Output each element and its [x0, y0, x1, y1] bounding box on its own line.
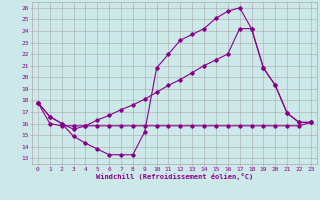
X-axis label: Windchill (Refroidissement éolien,°C): Windchill (Refroidissement éolien,°C)	[96, 173, 253, 180]
